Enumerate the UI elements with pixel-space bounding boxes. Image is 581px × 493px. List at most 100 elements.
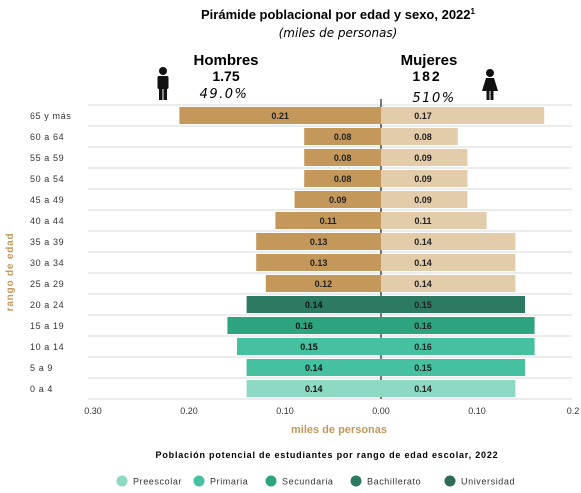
value-label-hombres: 0.08 bbox=[334, 132, 352, 142]
bar-value-labels: 0.21 0.17 0.08 0.08 0.08 0.09 0.08 0.09 0.09 0.09… bbox=[271, 111, 431, 394]
bar-hombres bbox=[256, 233, 381, 250]
age-category-label: 60 a 64 bbox=[30, 132, 64, 142]
age-category-label: 40 a 44 bbox=[30, 216, 64, 226]
value-label-hombres: 0.08 bbox=[334, 174, 352, 184]
value-label-mujeres: 0.16 bbox=[414, 342, 432, 352]
x-tick-label: 0.10 bbox=[276, 406, 294, 416]
value-label-mujeres: 0.15 bbox=[414, 300, 432, 310]
footer-title: Población potencial de estudiantes por r… bbox=[156, 450, 499, 460]
value-label-hombres: 0.13 bbox=[310, 258, 328, 268]
mujeres-percent: 510% bbox=[412, 91, 455, 106]
legend-swatch bbox=[265, 475, 277, 487]
age-category-label: 10 a 14 bbox=[30, 342, 64, 352]
x-tick-label: 0.10 bbox=[468, 406, 486, 416]
bar-mujeres bbox=[381, 212, 487, 229]
value-label-mujeres: 0.15 bbox=[414, 363, 432, 373]
value-label-hombres: 0.16 bbox=[295, 321, 313, 331]
bar-mujeres bbox=[381, 254, 516, 271]
hombres-header: Hombres 1.75 49.0% bbox=[157, 52, 259, 102]
bar-mujeres bbox=[381, 275, 516, 292]
hombres-total: 1.75 bbox=[212, 68, 239, 84]
value-label-hombres: 0.14 bbox=[305, 384, 323, 394]
bar-mujeres bbox=[381, 359, 525, 376]
bar-hombres bbox=[294, 191, 381, 208]
legend-swatch bbox=[444, 475, 456, 487]
value-label-hombres: 0.09 bbox=[329, 195, 347, 205]
woman-icon bbox=[482, 69, 498, 100]
value-label-mujeres: 0.14 bbox=[414, 279, 432, 289]
legend-swatch bbox=[193, 475, 205, 487]
value-label-mujeres: 0.14 bbox=[414, 384, 432, 394]
legend-label: Secundaria bbox=[282, 477, 334, 487]
bar-hombres bbox=[246, 359, 381, 376]
legend-label: Preescolar bbox=[133, 477, 182, 487]
age-category-label: 45 a 49 bbox=[30, 195, 64, 205]
value-label-mujeres: 0.09 bbox=[414, 195, 432, 205]
bar-hombres bbox=[265, 275, 381, 292]
hombres-percent: 49.0% bbox=[200, 87, 249, 102]
grid-lines bbox=[88, 99, 572, 400]
age-category-labels: 65 y más 60 a 64 55 a 59 50 a 54 45 a 49 40 a… bbox=[30, 111, 71, 394]
value-label-mujeres: 0.14 bbox=[414, 258, 432, 268]
value-label-mujeres: 0.09 bbox=[414, 153, 432, 163]
bar-mujeres bbox=[381, 191, 468, 208]
age-category-label: 35 a 39 bbox=[30, 237, 64, 247]
bar-hombres bbox=[227, 317, 381, 334]
value-label-hombres: 0.14 bbox=[305, 300, 323, 310]
value-label-hombres: 0.14 bbox=[305, 363, 323, 373]
hombres-label: Hombres bbox=[193, 52, 258, 69]
value-label-mujeres: 0.14 bbox=[414, 237, 432, 247]
bar-mujeres bbox=[381, 338, 535, 355]
age-category-label: 30 a 34 bbox=[30, 258, 64, 268]
bar-mujeres bbox=[381, 149, 468, 166]
y-axis-title: rango de edad bbox=[5, 233, 16, 312]
mujeres-total: 182 bbox=[412, 68, 441, 84]
bar-mujeres bbox=[381, 170, 468, 187]
legend-label: Primaria bbox=[210, 477, 248, 487]
legend-label: Universidad bbox=[461, 477, 515, 487]
man-icon bbox=[157, 67, 169, 100]
value-label-mujeres: 0.16 bbox=[414, 321, 432, 331]
value-label-hombres: 0.12 bbox=[315, 279, 333, 289]
bar-mujeres bbox=[381, 233, 516, 250]
x-tick-labels: 0.30 0.20 0.10 0.00 0.10 0.2 bbox=[84, 406, 579, 416]
value-label-hombres: 0.11 bbox=[320, 216, 337, 226]
age-category-label: 20 a 24 bbox=[30, 300, 64, 310]
x-tick-label: 0.20 bbox=[180, 406, 198, 416]
bar-hombres bbox=[256, 254, 381, 271]
legend: Preescolar Primaria Secundaria Bachillerato… bbox=[116, 475, 515, 487]
x-tick-label: 0.30 bbox=[84, 406, 102, 416]
value-label-mujeres: 0.09 bbox=[414, 174, 432, 184]
x-tick-label: 0.00 bbox=[372, 406, 390, 416]
age-category-label: 15 a 19 bbox=[30, 321, 64, 331]
bars bbox=[179, 107, 545, 397]
bar-hombres bbox=[246, 296, 381, 313]
value-label-hombres: 0.21 bbox=[271, 111, 289, 121]
legend-swatch bbox=[350, 475, 362, 487]
bar-hombres bbox=[304, 170, 381, 187]
bar-mujeres bbox=[381, 296, 525, 313]
bar-hombres bbox=[275, 212, 381, 229]
x-tick-label: 0.2 bbox=[567, 406, 580, 416]
mujeres-header: Mujeres 182 510% bbox=[401, 52, 498, 106]
legend-label: Bachillerato bbox=[367, 477, 421, 487]
bar-hombres bbox=[179, 107, 381, 124]
chart-title: Pirámide poblacional por edad y sexo, 20… bbox=[201, 7, 476, 22]
bar-mujeres bbox=[381, 128, 458, 145]
bar-mujeres bbox=[381, 380, 516, 397]
age-category-label: 50 a 54 bbox=[30, 174, 64, 184]
value-label-hombres: 0.15 bbox=[300, 342, 318, 352]
age-category-label: 55 a 59 bbox=[30, 153, 64, 163]
bar-hombres bbox=[304, 149, 381, 166]
value-label-hombres: 0.08 bbox=[334, 153, 352, 163]
value-label-hombres: 0.13 bbox=[310, 237, 328, 247]
value-label-mujeres: 0.11 bbox=[414, 216, 431, 226]
value-label-mujeres: 0.08 bbox=[414, 132, 432, 142]
value-label-mujeres: 0.17 bbox=[414, 111, 432, 121]
age-category-label: 0 a 4 bbox=[30, 384, 53, 394]
bar-hombres bbox=[237, 338, 381, 355]
age-category-label: 5 a 9 bbox=[30, 363, 53, 373]
mujeres-label: Mujeres bbox=[401, 52, 458, 69]
x-axis-title: miles de personas bbox=[291, 424, 387, 436]
age-category-label: 25 a 29 bbox=[30, 279, 64, 289]
